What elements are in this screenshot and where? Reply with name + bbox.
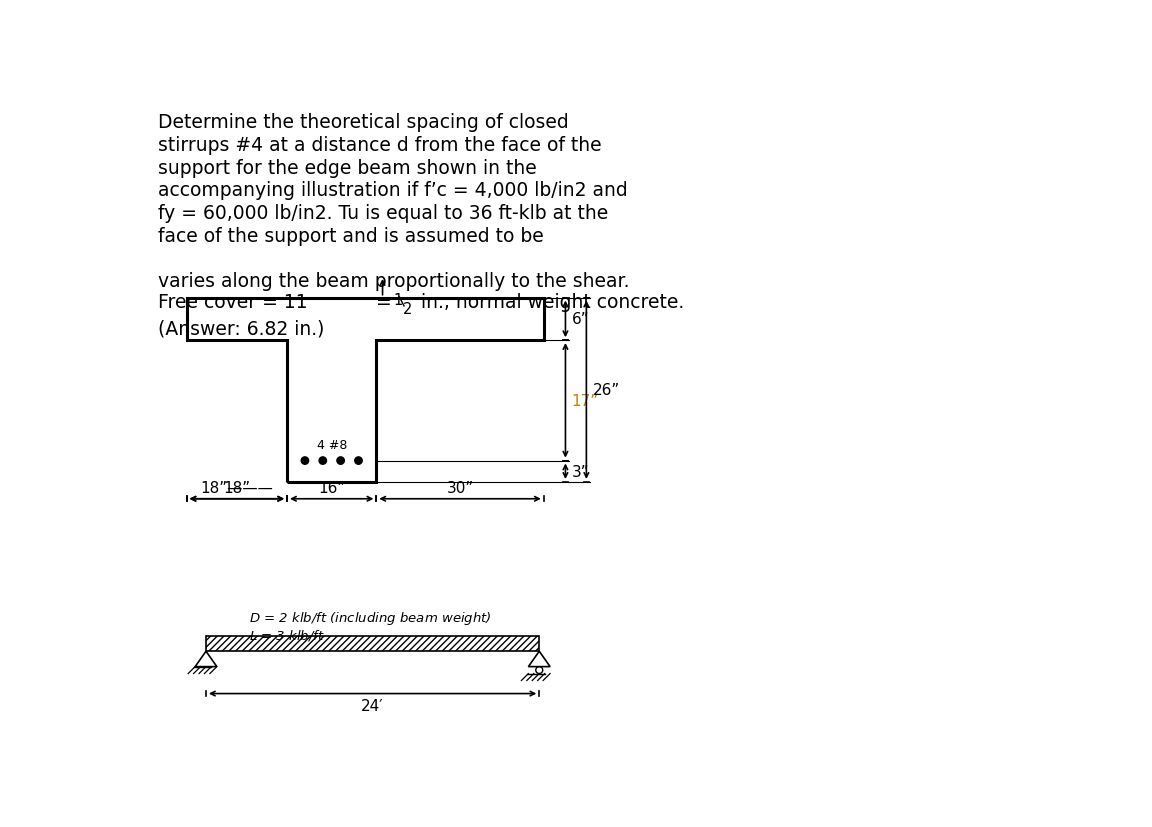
Text: 16”: 16” xyxy=(318,480,346,495)
Text: Free cover = 11: Free cover = 11 xyxy=(158,293,308,312)
Text: 17”: 17” xyxy=(571,394,599,409)
Circle shape xyxy=(319,457,326,465)
Text: 2: 2 xyxy=(403,302,412,317)
Text: fy = 60,000 lb/in2. Tu is equal to 36 ft-klb at the: fy = 60,000 lb/in2. Tu is equal to 36 ft… xyxy=(158,203,608,222)
Circle shape xyxy=(301,457,309,465)
Text: $D$ = 2 klb/ft (including beam weight): $D$ = 2 klb/ft (including beam weight) xyxy=(249,609,491,626)
Text: 4 #8: 4 #8 xyxy=(317,438,347,451)
Text: stirrups #4 at a distance d from the face of the: stirrups #4 at a distance d from the fac… xyxy=(158,136,601,155)
Circle shape xyxy=(336,457,344,465)
Text: (Answer: 6.82 in.): (Answer: 6.82 in.) xyxy=(158,319,325,338)
Text: face of the support and is assumed to be: face of the support and is assumed to be xyxy=(158,227,544,246)
Text: $L$ = 3 klb/ft: $L$ = 3 klb/ft xyxy=(249,628,325,643)
Text: 26”: 26” xyxy=(592,383,620,398)
Text: 18”———: 18”——— xyxy=(200,480,273,495)
Text: 6”: 6” xyxy=(571,312,590,327)
Bar xyxy=(206,636,539,652)
Text: 30”: 30” xyxy=(447,480,473,495)
Text: 24′: 24′ xyxy=(362,698,384,714)
Text: varies along the beam proportionally to the shear.: varies along the beam proportionally to … xyxy=(158,272,629,291)
Text: 18”: 18” xyxy=(223,480,250,495)
Text: in., normal weight concrete.: in., normal weight concrete. xyxy=(415,293,684,312)
Text: 1: 1 xyxy=(394,293,403,308)
Text: =: = xyxy=(377,293,392,312)
Text: 3”: 3” xyxy=(571,464,590,479)
Circle shape xyxy=(355,457,362,465)
Text: support for the edge beam shown in the: support for the edge beam shown in the xyxy=(158,159,537,178)
Text: accompanying illustration if f’c = 4,000 lb/in2 and: accompanying illustration if f’c = 4,000… xyxy=(158,181,628,200)
Text: Determine the theoretical spacing of closed: Determine the theoretical spacing of clo… xyxy=(158,113,569,132)
